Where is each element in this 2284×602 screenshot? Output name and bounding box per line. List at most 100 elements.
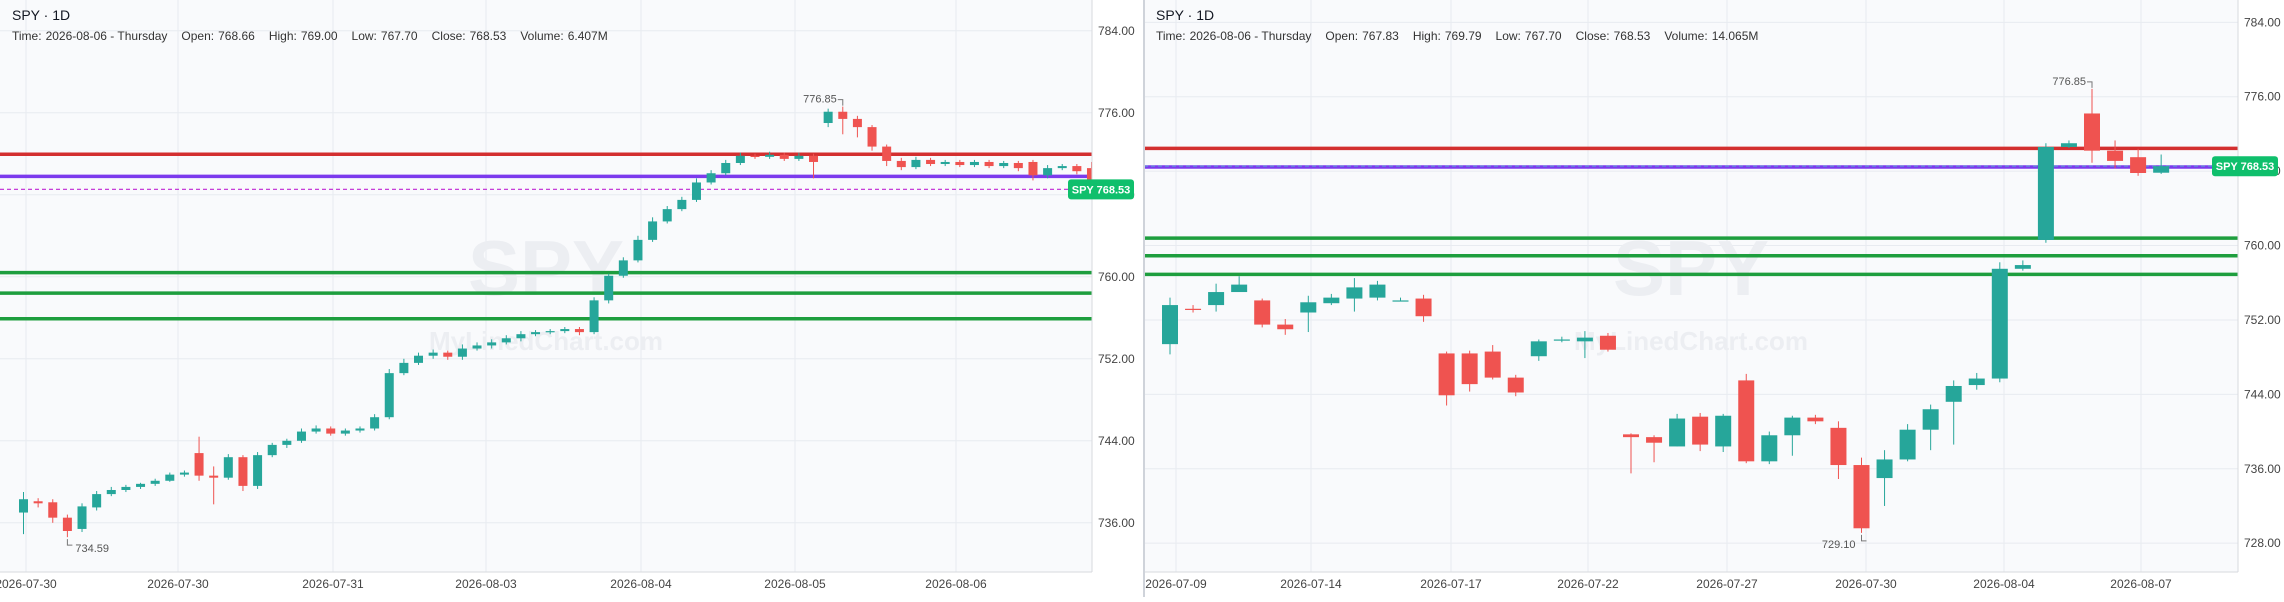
candle[interactable] [355, 426, 365, 433]
candle[interactable] [1715, 413, 1732, 453]
candle[interactable] [238, 455, 248, 492]
candle[interactable] [1162, 297, 1178, 355]
candle[interactable] [1254, 298, 1271, 328]
candle[interactable] [121, 484, 131, 493]
candle[interactable] [706, 170, 716, 185]
candle[interactable] [414, 352, 424, 365]
candle[interactable] [809, 153, 819, 179]
candle[interactable] [1013, 160, 1023, 172]
candle[interactable] [179, 470, 189, 477]
candle[interactable] [1208, 283, 1225, 312]
candle[interactable] [2130, 148, 2147, 176]
candle[interactable] [136, 482, 146, 489]
candle[interactable] [823, 108, 833, 128]
candle[interactable] [1692, 412, 1709, 452]
candle[interactable] [399, 358, 409, 376]
candle[interactable] [1807, 414, 1824, 425]
candle[interactable] [2153, 154, 2170, 174]
candle[interactable] [926, 157, 936, 167]
candle[interactable] [370, 414, 380, 431]
candle[interactable] [838, 106, 848, 135]
candle[interactable] [384, 369, 394, 420]
candle[interactable] [2037, 143, 2054, 243]
candle[interactable] [296, 428, 306, 443]
candle[interactable] [1830, 421, 1847, 479]
candle[interactable] [911, 156, 921, 170]
candle[interactable] [1553, 336, 1570, 343]
candle[interactable] [1623, 433, 1639, 474]
chart-panel-1[interactable]: SPY MyLinedChart.com 776.85 734.59 736.00 744… [0, 0, 1272, 597]
candle[interactable] [1300, 295, 1317, 333]
candle[interactable] [1392, 297, 1409, 302]
candle[interactable] [501, 335, 511, 345]
candle[interactable] [1922, 404, 1939, 451]
candle[interactable] [531, 330, 541, 337]
candle[interactable] [2014, 260, 2031, 271]
candle[interactable] [1323, 293, 1340, 306]
candle[interactable] [428, 349, 438, 359]
candle[interactable] [48, 499, 58, 523]
candle[interactable] [969, 159, 979, 168]
candle[interactable] [92, 491, 102, 511]
candle[interactable] [1876, 450, 1893, 506]
candle[interactable] [1646, 435, 1663, 463]
candle[interactable] [443, 350, 453, 360]
candle[interactable] [1072, 164, 1082, 175]
candle[interactable] [618, 257, 628, 278]
candle[interactable] [560, 327, 570, 334]
candle[interactable] [1507, 374, 1524, 397]
candle[interactable] [19, 492, 28, 535]
candle[interactable] [882, 144, 892, 167]
candle[interactable] [940, 159, 950, 167]
candle[interactable] [721, 159, 731, 176]
candle[interactable] [545, 329, 555, 335]
candle[interactable] [1576, 331, 1593, 359]
candle[interactable] [794, 152, 804, 161]
candle[interactable] [735, 152, 745, 166]
candle[interactable] [2084, 88, 2100, 163]
candle[interactable] [2107, 140, 2124, 169]
candle[interactable] [223, 454, 233, 480]
candle[interactable] [516, 331, 526, 342]
candle[interactable] [267, 442, 277, 458]
candle[interactable] [1415, 294, 1432, 322]
candle[interactable] [1028, 159, 1038, 181]
candle[interactable] [326, 426, 336, 436]
candle[interactable] [1784, 415, 1801, 456]
candle[interactable] [487, 339, 497, 349]
candle[interactable] [1043, 165, 1053, 179]
candle[interactable] [1484, 345, 1501, 380]
candle[interactable] [457, 344, 467, 360]
candle[interactable] [648, 217, 658, 242]
price-axis[interactable]: 728.00736.00744.00752.00760.00768.00776.… [2237, 0, 2284, 597]
candle[interactable] [662, 206, 672, 224]
candle[interactable] [77, 503, 87, 533]
candle[interactable] [999, 160, 1009, 169]
candle[interactable] [253, 452, 263, 489]
candle[interactable] [574, 327, 584, 336]
candle[interactable] [955, 159, 965, 168]
candle[interactable] [1599, 332, 1616, 352]
candle[interactable] [1369, 280, 1386, 301]
candle[interactable] [1945, 380, 1962, 445]
candle[interactable] [1669, 413, 1686, 447]
candle[interactable] [750, 153, 760, 159]
candle[interactable] [194, 436, 204, 481]
candle[interactable] [1057, 164, 1067, 171]
candle[interactable] [1438, 351, 1455, 406]
price-axis[interactable]: 736.00744.00752.00760.00768.00776.00784.… [1091, 0, 1144, 597]
candle[interactable] [589, 297, 599, 335]
candle[interactable] [1185, 305, 1202, 313]
candle[interactable] [1761, 431, 1778, 465]
candle[interactable] [1461, 350, 1478, 392]
candle[interactable] [165, 472, 175, 482]
candle[interactable] [984, 159, 994, 169]
candle[interactable] [765, 151, 775, 159]
candle[interactable] [1231, 276, 1248, 293]
candle[interactable] [472, 342, 482, 351]
candle[interactable] [1853, 457, 1870, 533]
candle[interactable] [106, 486, 116, 497]
candle[interactable] [896, 157, 906, 171]
candle[interactable] [33, 498, 43, 508]
